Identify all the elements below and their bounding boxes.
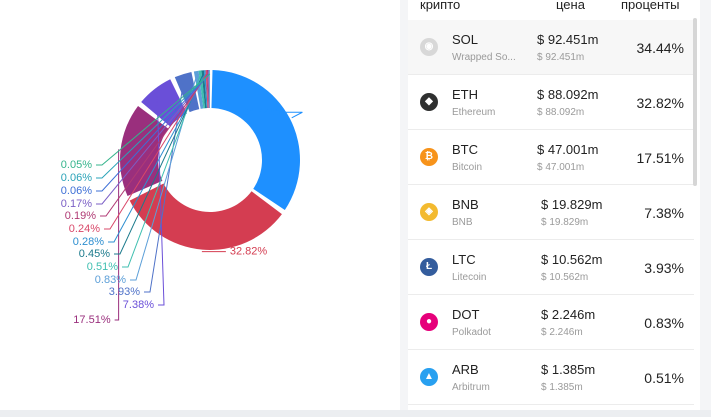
- table-header: крипто цена проценты: [408, 0, 700, 20]
- label-leader-line: [104, 73, 207, 230]
- coin-price: $ 2.246m: [541, 307, 596, 322]
- eth-icon: ◆: [420, 93, 438, 111]
- donut-slice[interactable]: [174, 71, 200, 113]
- coin-name: Arbitrum: [452, 382, 490, 393]
- coin-price: $ 92.451m: [537, 32, 599, 47]
- label-leader-line: [100, 73, 209, 217]
- slice-label: 0.05%: [61, 159, 92, 171]
- coin-sub-price: $ 92.451m: [537, 52, 585, 63]
- coin-sub-price: $ 2.246m: [541, 327, 583, 338]
- slice-label: 32.82%: [230, 246, 268, 258]
- slice-label: 0.45%: [79, 248, 110, 260]
- table-row[interactable]: ◆ ETH Ethereum $ 88.092m $ 88.092m 32.82%: [408, 75, 694, 130]
- label-leader-line: [96, 73, 209, 205]
- coin-name: Polkadot: [452, 327, 491, 338]
- btc-icon: ₿: [420, 148, 438, 166]
- coin-percent: 0.83%: [644, 315, 684, 331]
- table-row[interactable]: ▲ ARB Arbitrum $ 1.385m $ 1.385m 0.51%: [408, 350, 694, 405]
- ltc-icon: Ł: [420, 258, 438, 276]
- coin-price: $ 1.385m: [541, 362, 596, 377]
- coin-percent: 34.44%: [636, 40, 684, 56]
- coin-symbol: ETH: [452, 87, 478, 102]
- coin-name: Litecoin: [452, 272, 487, 283]
- coin-sub-price: $ 88.092m: [537, 107, 585, 118]
- dot-icon: ●: [420, 313, 438, 331]
- coin-name: Bitcoin: [452, 162, 483, 173]
- coin-percent: 7.38%: [644, 205, 684, 221]
- header-crypto[interactable]: крипто: [420, 0, 461, 12]
- label-leader-line: [156, 92, 165, 306]
- coin-name: Wrapped So...: [452, 52, 516, 63]
- donut-slice[interactable]: [208, 70, 210, 109]
- coin-percent: 3.93%: [644, 260, 684, 276]
- crypto-table: крипто цена проценты ◉ SOL Wrapped So... $ …: [408, 0, 700, 410]
- donut-slice[interactable]: [205, 70, 209, 109]
- slice-label: 0.83%: [95, 274, 126, 286]
- coin-percent: 0.51%: [644, 370, 684, 386]
- table-row[interactable]: Ł LTC Litecoin $ 10.562m $ 10.562m 3.93%: [408, 240, 694, 295]
- coin-sub-price: $ 19.829m: [541, 217, 589, 228]
- slice-label: 0.51%: [87, 261, 118, 273]
- slice-label: 0.06%: [61, 172, 92, 184]
- table-row[interactable]: ₿ BTC Bitcoin $ 47.001m $ 47.001m 17.51%: [408, 130, 694, 185]
- donut-slice[interactable]: [211, 70, 300, 210]
- coin-symbol: LTC: [452, 252, 476, 267]
- donut-slice[interactable]: [129, 183, 282, 250]
- label-leader-line: [108, 73, 206, 243]
- coin-sub-price: $ 47.001m: [537, 162, 585, 173]
- coin-sub-price: $ 10.562m: [541, 272, 589, 283]
- coin-symbol: DOT: [452, 307, 480, 322]
- donut-chart: 34.44%32.82%17.51%7.38%3.93%0.83%0.51%0.…: [61, 70, 303, 326]
- donut-slice[interactable]: [206, 70, 209, 109]
- coin-price: $ 47.001m: [537, 142, 599, 157]
- label-leader-line: [284, 111, 303, 119]
- coin-name: Ethereum: [452, 107, 496, 118]
- header-price[interactable]: цена: [556, 0, 585, 12]
- table-row[interactable]: ● DOT Polkadot $ 2.246m $ 2.246m 0.83%: [408, 295, 694, 350]
- table-row[interactable]: ◉ SOL Wrapped So... $ 92.451m $ 92.451m 34.44…: [408, 20, 694, 75]
- slice-label: 7.38%: [123, 299, 154, 311]
- label-leader-line: [96, 73, 211, 166]
- coin-symbol: BNB: [452, 197, 479, 212]
- table-row[interactable]: ◈ BNB BNB $ 19.829m $ 19.829m 7.38%: [408, 185, 694, 240]
- bnb-icon: ◈: [420, 203, 438, 221]
- slice-label: 0.17%: [61, 198, 92, 210]
- slice-label: 0.19%: [65, 210, 96, 222]
- slice-label: 0.24%: [69, 223, 100, 235]
- coin-percent: 32.82%: [636, 95, 684, 111]
- bottom-bar: [0, 410, 711, 417]
- slice-label: 17.51%: [73, 314, 111, 326]
- donut-slice[interactable]: [120, 105, 169, 197]
- table-scrollbar[interactable]: [693, 18, 697, 186]
- donut-slice[interactable]: [209, 70, 210, 109]
- header-percent[interactable]: проценты: [621, 0, 680, 12]
- coin-symbol: ARB: [452, 362, 479, 377]
- coin-sub-price: $ 1.385m: [541, 382, 583, 393]
- coin-percent: 17.51%: [636, 150, 684, 166]
- label-leader-line: [96, 73, 210, 179]
- label-leader-line: [130, 74, 198, 281]
- donut-slice[interactable]: [193, 70, 204, 109]
- label-leader-line: [114, 74, 204, 255]
- coin-name: BNB: [452, 217, 473, 228]
- sol-icon: ◉: [420, 38, 438, 56]
- coin-symbol: SOL: [452, 32, 479, 47]
- coin-symbol: BTC: [452, 142, 478, 157]
- coin-price: $ 10.562m: [541, 252, 603, 267]
- slice-label: 3.93%: [109, 286, 140, 298]
- coin-price: $ 19.829m: [541, 197, 603, 212]
- slice-label: 34.44%: [243, 106, 281, 118]
- label-leader-line: [114, 149, 120, 321]
- label-leader-line: [122, 74, 201, 268]
- arb-icon: ▲: [420, 368, 438, 386]
- donut-slice[interactable]: [204, 70, 208, 109]
- chart-panel: 34.44% 32.82% 17.51% 7.38% 3.93% 0.83% 0.51% 0.…: [0, 0, 400, 410]
- label-leader-line: [96, 73, 210, 192]
- slice-label: 0.06%: [61, 185, 92, 197]
- slice-label: 0.28%: [73, 236, 104, 248]
- coin-price: $ 88.092m: [537, 87, 599, 102]
